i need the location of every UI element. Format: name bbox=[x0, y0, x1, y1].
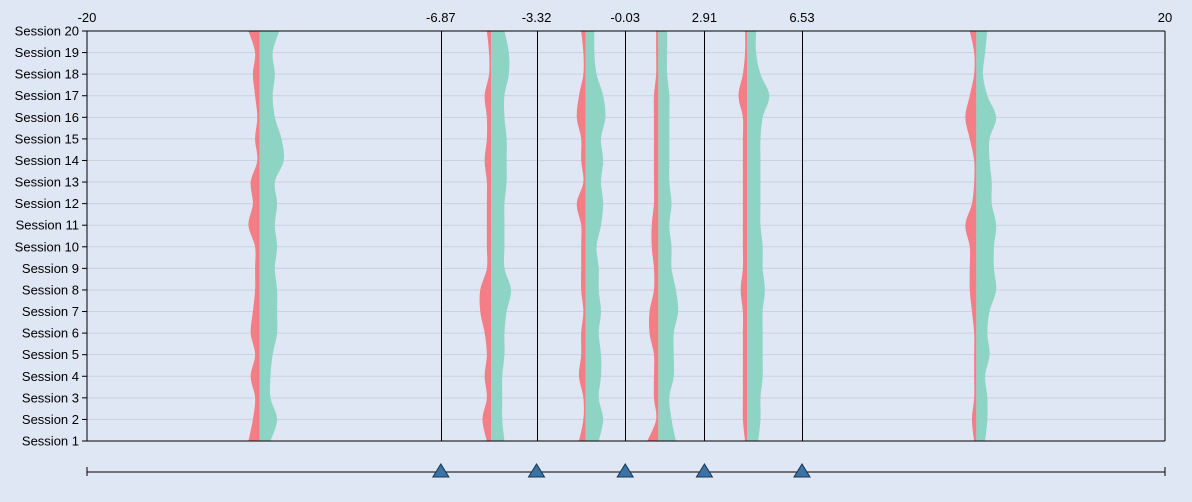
session-label: Session 20 bbox=[15, 24, 79, 39]
violin-right-half bbox=[976, 31, 997, 441]
session-label: Session 18 bbox=[15, 67, 79, 82]
session-label: Session 1 bbox=[22, 434, 79, 449]
x-tick-label: 20 bbox=[1158, 10, 1172, 25]
session-label: Session 6 bbox=[22, 326, 79, 341]
session-label: Session 12 bbox=[15, 196, 79, 211]
threshold-handle[interactable] bbox=[616, 463, 635, 478]
session-label: Session 5 bbox=[22, 347, 79, 362]
session-label: Session 15 bbox=[15, 131, 79, 146]
threshold-label: -0.03 bbox=[610, 10, 640, 25]
session-label: Session 7 bbox=[22, 304, 79, 319]
violin-right-half bbox=[491, 31, 512, 441]
violin-left-half bbox=[965, 31, 977, 441]
x-tick-label: -20 bbox=[78, 10, 97, 25]
session-labels: Session 20 Session 19 Session 18 Session 17… bbox=[15, 24, 79, 449]
violin-left-half bbox=[647, 31, 659, 441]
session-label: Session 9 bbox=[22, 261, 79, 276]
threshold-handle[interactable] bbox=[793, 463, 811, 478]
threshold-lines bbox=[441, 31, 803, 441]
session-label: Session 10 bbox=[15, 239, 79, 254]
session-label: Session 3 bbox=[22, 390, 79, 405]
threshold-handle[interactable] bbox=[695, 463, 714, 478]
threshold-handle[interactable] bbox=[527, 463, 546, 478]
violin-right-half bbox=[658, 31, 679, 441]
session-label: Session 16 bbox=[15, 110, 79, 125]
violin-left-half bbox=[248, 31, 260, 441]
session-label: Session 19 bbox=[15, 45, 79, 60]
violin-left-half bbox=[738, 31, 748, 441]
axes bbox=[82, 30, 1166, 442]
threshold-label: 6.53 bbox=[789, 10, 814, 25]
session-label: Session 2 bbox=[22, 412, 79, 427]
threshold-handle[interactable] bbox=[431, 463, 450, 478]
violin-right-half bbox=[585, 31, 606, 441]
violin-right-half bbox=[259, 31, 285, 441]
session-label: Session 8 bbox=[22, 282, 79, 297]
session-label: Session 4 bbox=[22, 369, 79, 384]
violin-left-half bbox=[576, 31, 586, 441]
violin-series bbox=[248, 31, 997, 441]
threshold-label: -3.32 bbox=[522, 10, 552, 25]
session-label: Session 13 bbox=[15, 175, 79, 190]
top-tick-labels: -20 20 -6.87 -3.32 -0.03 2.91 6.53 bbox=[78, 10, 1173, 25]
threshold-slider bbox=[86, 463, 1166, 478]
session-label: Session 17 bbox=[15, 88, 79, 103]
session-label: Session 14 bbox=[15, 153, 79, 168]
threshold-label: -6.87 bbox=[426, 10, 456, 25]
threshold-label: 2.91 bbox=[692, 10, 717, 25]
session-label: Session 11 bbox=[16, 218, 79, 233]
violin-left-half bbox=[479, 31, 492, 441]
violin-right-half bbox=[747, 31, 770, 441]
